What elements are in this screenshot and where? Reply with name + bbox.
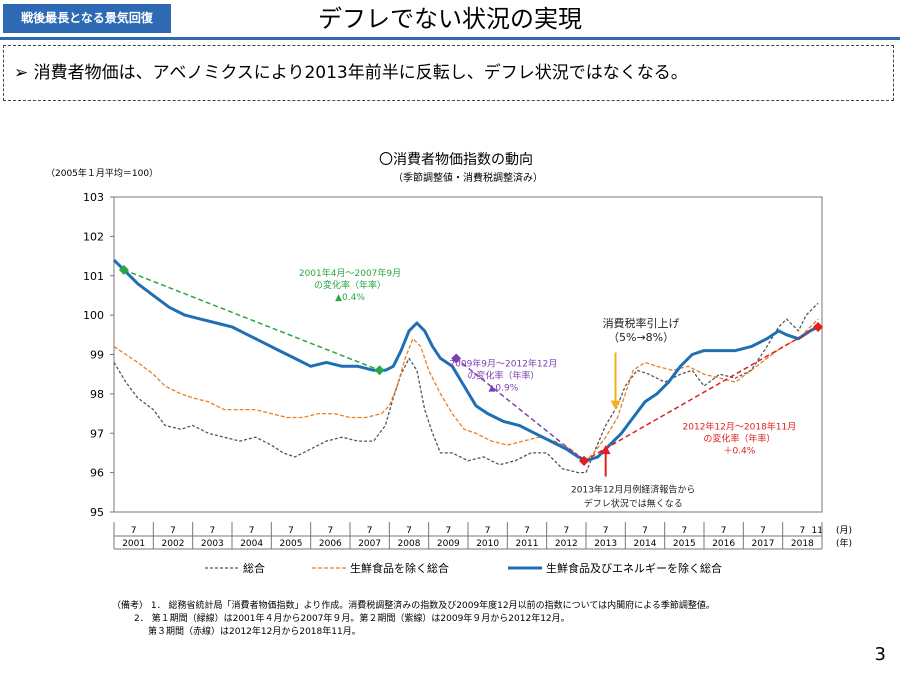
annotation-arrow-head-1 — [610, 400, 621, 410]
y-tick-label: 97 — [90, 427, 104, 440]
month-tick-label: 7 — [209, 526, 215, 536]
month-tick-label: 7 — [406, 526, 412, 536]
period-trend-line-3 — [583, 326, 819, 462]
y-tick-label: 95 — [90, 506, 104, 519]
annotation-label-2: デフレ状況では無くなる — [584, 497, 683, 509]
year-tick-label: 2003 — [201, 539, 224, 549]
year-tick-label: 2013 — [594, 539, 617, 549]
year-tick-label: 2018 — [791, 539, 814, 549]
month-tick-label: 7 — [485, 526, 491, 536]
year-tick-label: 2002 — [162, 539, 185, 549]
series-overall — [113, 302, 819, 474]
period-endpoint-marker — [374, 365, 385, 376]
month-tick-label: 7 — [367, 526, 373, 536]
y-tick-label: 96 — [90, 467, 104, 480]
period-label-3: の変化率（年率） — [703, 432, 775, 444]
year-tick-label: 2016 — [712, 539, 735, 549]
page-number: 3 — [874, 644, 886, 665]
year-tick-label: 2007 — [358, 539, 381, 549]
month-tick-label: 7 — [131, 526, 137, 536]
month-tick-label: 7 — [603, 526, 609, 536]
title-rule — [0, 37, 900, 40]
month-tick-label: 7 — [681, 526, 687, 536]
period-label-2: ▲0.9% — [489, 383, 519, 393]
y-tick-label: 99 — [90, 349, 104, 362]
legend-label-1: 総合 — [243, 561, 265, 575]
period-label-2: 2009年9月～2012年12月 — [449, 357, 557, 369]
y-tick-label: 98 — [90, 388, 104, 401]
section-badge: 戦後最長となる景気回復 — [3, 4, 171, 33]
period-endpoint-marker — [451, 353, 462, 364]
period-endpoint-marker — [813, 321, 824, 332]
year-tick-label: 2010 — [476, 539, 499, 549]
y-tick-label: 103 — [83, 191, 104, 204]
year-tick-label: 2001 — [122, 539, 145, 549]
chart-title: 〇消費者物価指数の動向 — [379, 152, 533, 168]
period-label-1: 2001年4月～2007年9月 — [299, 267, 401, 279]
series-ex-fresh — [113, 318, 819, 462]
month-tick-label: 7 — [760, 526, 766, 536]
y-tick-label: 100 — [83, 309, 104, 322]
period-label-3: ＋0.4% — [723, 445, 755, 456]
month-tick-label: 7 — [327, 526, 333, 536]
x-unit-year: (年) — [836, 537, 852, 549]
year-tick-label: 2011 — [516, 539, 539, 549]
month-tick-label: 7 — [799, 526, 805, 536]
period-endpoint-marker — [118, 264, 129, 275]
summary-text: 消費者物価は、アベノミクスにより2013年前半に反転し、デフレ状況ではなくなる。 — [33, 63, 688, 83]
period-label-2: の変化率（年率） — [467, 369, 539, 381]
year-tick-label: 2009 — [437, 539, 460, 549]
annotation-arrow-head-2 — [600, 445, 611, 455]
month-tick-label: 7 — [721, 526, 727, 536]
year-tick-label: 2017 — [752, 539, 775, 549]
summary-box: ➢ 消費者物価は、アベノミクスにより2013年前半に反転し、デフレ状況ではなくな… — [3, 45, 894, 101]
annotation-label-1: （5%→8%） — [608, 331, 674, 344]
summary-marker-icon: ➢ — [14, 63, 29, 83]
y-tick-label: 101 — [83, 270, 104, 283]
year-tick-label: 2008 — [398, 539, 421, 549]
period-label-1: ▲0.4% — [335, 293, 365, 303]
chart-subtitle: （季節調整値・消費税調整済み） — [393, 171, 543, 184]
month-tick-label: 7 — [563, 526, 569, 536]
month-tick-label: 7 — [642, 526, 648, 536]
plot-frame — [113, 196, 823, 513]
summary-line: ➢ 消費者物価は、アベノミクスにより2013年前半に反転し、デフレ状況ではなくな… — [14, 60, 688, 86]
period-label-1: の変化率（年率） — [314, 279, 386, 291]
year-tick-label: 2006 — [319, 539, 342, 549]
cpi-chart: 〇消費者物価指数の動向 （季節調整値・消費税調整済み） （2005年１月平均＝100… — [46, 152, 852, 575]
month-tick-label: 7 — [249, 526, 255, 536]
annotation-label-1: 消費税率引上げ — [603, 316, 680, 330]
month-tick-label: 7 — [524, 526, 530, 536]
period-trend-line-2 — [455, 357, 585, 462]
y-unit-label: （2005年１月平均＝100） — [46, 167, 158, 179]
month-tick-label: 7 — [445, 526, 451, 536]
year-tick-label: 2014 — [634, 539, 657, 549]
page-title: デフレでない状況の実現 — [318, 5, 582, 33]
period-endpoint-marker — [579, 455, 590, 466]
month-tick-label: 11 — [812, 526, 823, 536]
note-line-2: 2． 第１期間（緑線）は2001年４月から2007年９月。第２期間（紫線）は20… — [134, 614, 570, 624]
legend-label-3: 生鮮食品及びエネルギーを除く総合 — [546, 561, 722, 575]
year-tick-label: 2012 — [555, 539, 578, 549]
year-tick-label: 2015 — [673, 539, 696, 549]
month-tick-label: 7 — [170, 526, 176, 536]
period-trend-line-1 — [123, 269, 380, 371]
legend-label-2: 生鮮食品を除く総合 — [350, 561, 449, 575]
year-tick-label: 2005 — [280, 539, 303, 549]
note-line-3: 第３期間（赤線）は2012年12月から2018年11月。 — [148, 627, 361, 637]
annotation-label-2: 2013年12月月例経済報告から — [571, 483, 695, 495]
year-tick-label: 2004 — [240, 539, 263, 549]
x-unit-month: (月) — [836, 525, 852, 536]
period-label-3: 2012年12月～2018年11月 — [683, 420, 797, 432]
notes: （備考） 1． 総務省統計局「消費者物価指数」より作成。消費税調整済みの指数及び… — [112, 600, 715, 639]
series-ex-fresh-energy — [112, 258, 819, 463]
month-tick-label: 7 — [288, 526, 294, 536]
y-tick-label: 102 — [83, 230, 104, 243]
note-line-1: （備考） 1． 総務省統計局「消費者物価指数」より作成。消費税調整済みの指数及び… — [112, 601, 715, 611]
